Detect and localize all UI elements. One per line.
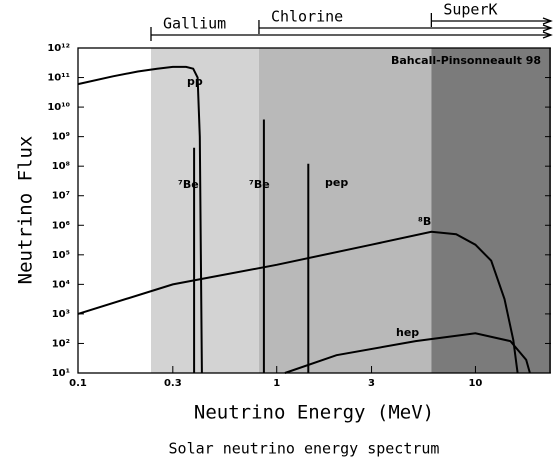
series-label: ⁷Be <box>249 178 270 191</box>
y-tick-label: 10⁴ <box>52 279 70 290</box>
y-tick-label: 10⁸ <box>52 161 70 172</box>
x-tick-label: 10 <box>468 378 482 389</box>
y-tick-label: 10⁹ <box>52 132 70 143</box>
series-label: pp <box>187 75 203 88</box>
region <box>431 48 551 373</box>
x-tick-label: 1 <box>273 378 280 389</box>
region-label: Chlorine <box>271 8 343 26</box>
y-tick-label: 10⁷ <box>52 191 70 202</box>
chart-title: Solar neutrino energy spectrum <box>169 440 440 458</box>
y-tick-label: 10¹ <box>52 368 70 379</box>
x-tick-label: 0.1 <box>69 378 87 389</box>
y-tick-label: 10¹² <box>47 43 70 54</box>
y-tick-label: 10⁵ <box>52 250 70 261</box>
y-axis-label: Neutrino Flux <box>15 136 37 285</box>
region <box>151 48 259 373</box>
series-line <box>284 332 531 374</box>
arrow-head <box>542 17 553 25</box>
arrow-head <box>542 31 553 39</box>
y-tick-label: 10¹⁰ <box>47 102 70 113</box>
plot-frame <box>77 47 551 374</box>
series-label: hep <box>396 326 419 339</box>
series-line <box>77 65 203 374</box>
x-axis-label: Neutrino Energy (MeV) <box>194 402 434 424</box>
annotation: Bahcall-Pinsonneault 98 <box>391 54 541 67</box>
series-label: ⁷Be <box>178 178 199 191</box>
x-tick-label: 3 <box>368 378 375 389</box>
region-label: SuperK <box>443 1 497 19</box>
series-label: pep <box>325 176 348 189</box>
region <box>258 48 432 373</box>
y-tick-label: 10⁶ <box>52 220 70 231</box>
arrow-head <box>542 24 553 32</box>
series-line <box>77 230 519 374</box>
y-tick-label: 10² <box>52 338 70 349</box>
x-tick-label: 0.3 <box>164 378 182 389</box>
series-label: ⁸B <box>418 215 431 228</box>
y-tick-label: 10¹¹ <box>47 73 70 84</box>
y-tick-label: 10³ <box>52 309 70 320</box>
region-label: Gallium <box>163 15 226 33</box>
